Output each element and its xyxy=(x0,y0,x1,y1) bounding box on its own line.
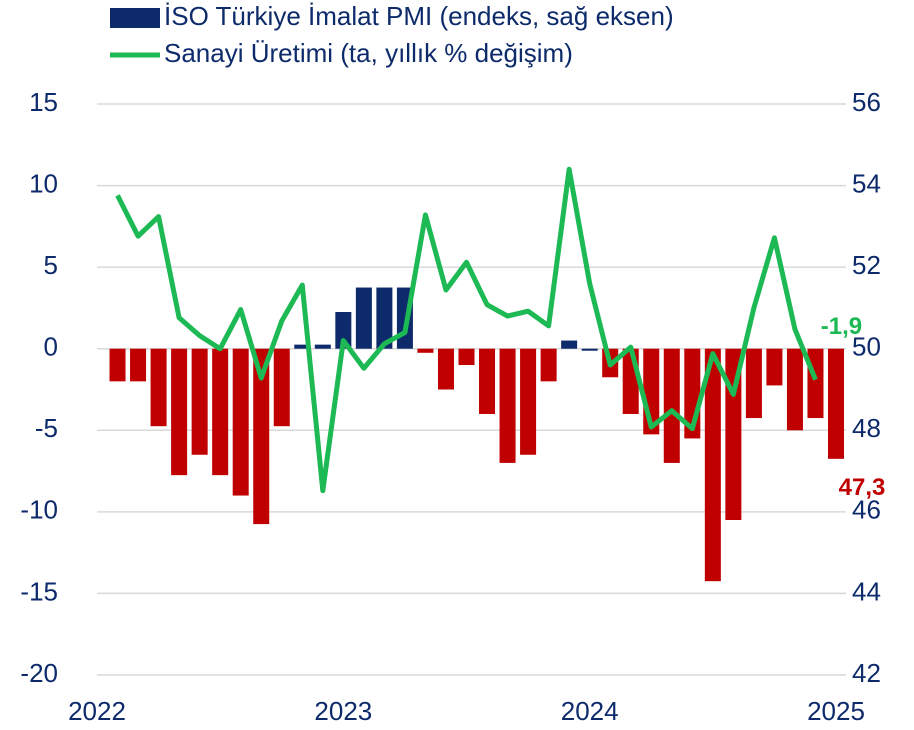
bar xyxy=(458,348,475,366)
bar xyxy=(622,348,639,414)
y2-tick-label: 54 xyxy=(852,168,881,198)
legend-label: İSO Türkiye İmalat PMI (endeks, sağ ekse… xyxy=(164,1,674,31)
bar xyxy=(171,348,188,476)
y2-tick-label: 56 xyxy=(852,87,881,117)
bar xyxy=(581,348,598,351)
x-tick-label: 2024 xyxy=(561,696,619,726)
legend-swatch xyxy=(110,8,160,28)
y-tick-label: -15 xyxy=(20,576,58,606)
y-tick-label: 10 xyxy=(29,168,58,198)
bar xyxy=(376,287,393,349)
line xyxy=(115,166,818,494)
y2-tick-label: 44 xyxy=(852,576,881,606)
bar xyxy=(745,348,762,419)
bar xyxy=(150,348,167,427)
y-tick-label: 15 xyxy=(29,87,58,117)
bar xyxy=(294,344,311,349)
bar xyxy=(786,348,803,431)
x-tick-label: 2023 xyxy=(314,696,372,726)
bar xyxy=(437,348,454,390)
y2-tick-label: 46 xyxy=(852,495,881,525)
bar xyxy=(807,348,824,419)
bar xyxy=(540,348,557,382)
bar xyxy=(130,348,147,382)
y-tick-label: -5 xyxy=(35,413,58,443)
y2-tick-label: 42 xyxy=(852,658,881,688)
value-label: 47,3 xyxy=(839,474,886,501)
bar xyxy=(191,348,208,455)
bar xyxy=(704,348,721,582)
x-tick-label: 2022 xyxy=(68,696,126,726)
bar xyxy=(520,348,537,455)
bar xyxy=(499,348,516,463)
bar xyxy=(273,348,290,427)
bar xyxy=(417,348,434,353)
y-tick-label: 5 xyxy=(44,250,58,280)
bar xyxy=(109,348,126,382)
bar xyxy=(314,344,331,349)
y-tick-label: 0 xyxy=(44,332,58,362)
legend-label: Sanayi Üretimi (ta, yıllık % değişim) xyxy=(164,38,573,68)
bar xyxy=(663,348,680,463)
bar xyxy=(212,348,229,476)
x-tick-label: 2025 xyxy=(807,696,865,726)
bar xyxy=(479,348,496,414)
bar xyxy=(561,340,578,349)
value-label: -1,9 xyxy=(821,313,862,340)
bar xyxy=(232,348,249,496)
bar xyxy=(335,312,352,349)
y2-tick-label: 50 xyxy=(852,332,881,362)
bar xyxy=(355,287,372,349)
y-tick-label: -10 xyxy=(20,495,58,525)
y2-tick-label: 52 xyxy=(852,250,881,280)
y-tick-label: -20 xyxy=(20,658,58,688)
bar xyxy=(253,348,270,525)
bar xyxy=(827,348,845,459)
y2-tick-label: 48 xyxy=(852,413,881,443)
bar xyxy=(766,348,783,386)
